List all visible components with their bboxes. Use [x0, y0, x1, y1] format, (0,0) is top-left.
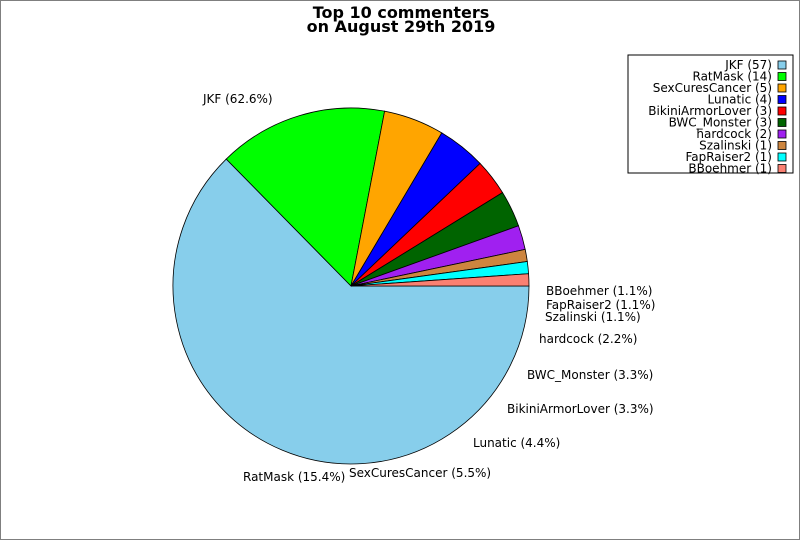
chart-title-line-1: Top 10 commenters: [313, 3, 490, 22]
slice-label-jkf: JKF (62.6%): [202, 92, 273, 106]
legend-swatch-jkf: [777, 60, 787, 70]
slice-label-hardcock: hardcock (2.2%): [539, 332, 637, 346]
legend-swatch-fapraiser2: [777, 152, 787, 162]
legend-label-bboehmer: BBoehmer (1): [688, 162, 772, 176]
legend-swatch-lunatic: [777, 95, 787, 104]
pie-slice-jkf: [172, 158, 530, 465]
legend-box: [627, 54, 794, 174]
slice-label-sexcurescancer: SexCuresCancer (5.5%): [349, 466, 491, 480]
legend: JKF (57)RatMask (14)SexCuresCancer (5)Lu…: [627, 54, 794, 176]
legend-label-szalinski: Szalinski (1): [699, 139, 772, 153]
legend-swatch-sexcurescancer: [777, 83, 787, 93]
legend-swatch-bboehmer: [777, 164, 787, 173]
legend-swatch-szalinski: [777, 141, 787, 150]
slice-label-bikiniarmorlover: BikiniArmorLover (3.3%): [507, 402, 654, 416]
legend-swatch-bikiniarmorlover: [777, 106, 787, 116]
legend-label-bwc-monster: BWC_Monster (3): [669, 116, 772, 130]
legend-label-bikiniarmorlover: BikiniArmorLover (3): [648, 104, 772, 118]
pie-slice-labels: JKF (62.6%) RatMask (15.4%) SexCuresCancer…: [202, 92, 655, 484]
pie-slices: [172, 107, 530, 465]
slice-label-fapraiser2: FapRaiser2 (1.1%): [546, 298, 655, 312]
legend-swatch-bwc-monster: [777, 118, 787, 127]
slice-label-szalinski: Szalinski (1.1%): [545, 310, 641, 324]
pie-slice-bboehmer: [350, 273, 530, 287]
legend-label-ratmask: RatMask (14): [693, 70, 773, 84]
legend-label-lunatic: Lunatic (4): [708, 93, 773, 107]
slice-label-lunatic: Lunatic (4.4%): [473, 436, 560, 450]
legend-label-jkf: JKF (57): [724, 58, 772, 72]
slice-label-ratmask: RatMask (15.4%): [243, 470, 345, 484]
legend-label-sexcurescancer: SexCuresCancer (5): [653, 81, 772, 95]
chart-title-line-2: on August 29th 2019: [307, 17, 496, 36]
slice-label-bwc-monster: BWC_Monster (3.3%): [527, 368, 653, 382]
legend-label-fapraiser2: FapRaiser2 (1): [685, 150, 772, 164]
legend-label-hardcock: hardcock (2): [696, 127, 772, 141]
slice-label-bboehmer: BBoehmer (1.1%): [546, 284, 652, 298]
pie-slice-ratmask: [225, 107, 386, 287]
legend-swatch-ratmask: [777, 72, 787, 81]
legend-swatch-hardcock: [777, 129, 787, 139]
